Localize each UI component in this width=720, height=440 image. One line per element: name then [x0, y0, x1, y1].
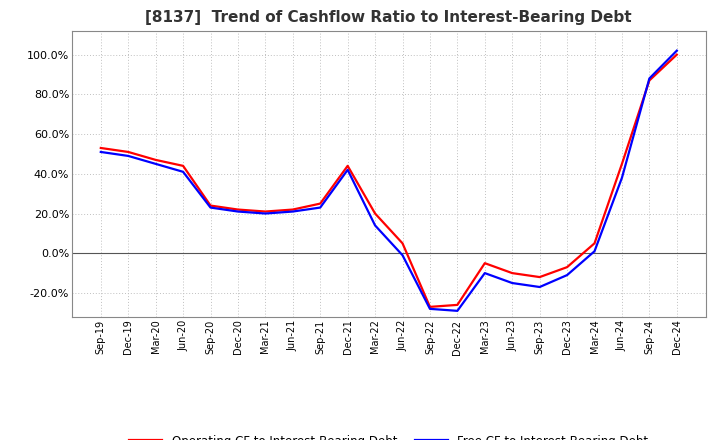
Free CF to Interest-Bearing Debt: [453, 308, 462, 313]
Free CF to Interest-Bearing Debt: [371, 223, 379, 228]
Free CF to Interest-Bearing Debt: [316, 205, 325, 210]
Operating CF to Interest-Bearing Debt: [508, 271, 516, 276]
Operating CF to Interest-Bearing Debt: [480, 260, 489, 266]
Operating CF to Interest-Bearing Debt: [206, 203, 215, 208]
Operating CF to Interest-Bearing Debt: [316, 201, 325, 206]
Operating CF to Interest-Bearing Debt: [179, 163, 187, 169]
Free CF to Interest-Bearing Debt: [590, 249, 599, 254]
Free CF to Interest-Bearing Debt: [563, 272, 572, 278]
Free CF to Interest-Bearing Debt: [398, 253, 407, 258]
Operating CF to Interest-Bearing Debt: [536, 275, 544, 280]
Free CF to Interest-Bearing Debt: [645, 76, 654, 81]
Operating CF to Interest-Bearing Debt: [398, 241, 407, 246]
Operating CF to Interest-Bearing Debt: [371, 211, 379, 216]
Free CF to Interest-Bearing Debt: [233, 209, 242, 214]
Operating CF to Interest-Bearing Debt: [96, 145, 105, 150]
Line: Operating CF to Interest-Bearing Debt: Operating CF to Interest-Bearing Debt: [101, 55, 677, 307]
Operating CF to Interest-Bearing Debt: [590, 241, 599, 246]
Free CF to Interest-Bearing Debt: [261, 211, 270, 216]
Free CF to Interest-Bearing Debt: [343, 167, 352, 172]
Line: Free CF to Interest-Bearing Debt: Free CF to Interest-Bearing Debt: [101, 51, 677, 311]
Legend: Operating CF to Interest-Bearing Debt, Free CF to Interest-Bearing Debt: Operating CF to Interest-Bearing Debt, F…: [125, 431, 652, 440]
Free CF to Interest-Bearing Debt: [151, 161, 160, 166]
Operating CF to Interest-Bearing Debt: [426, 304, 434, 309]
Free CF to Interest-Bearing Debt: [672, 48, 681, 53]
Operating CF to Interest-Bearing Debt: [261, 209, 270, 214]
Operating CF to Interest-Bearing Debt: [151, 157, 160, 162]
Operating CF to Interest-Bearing Debt: [645, 78, 654, 83]
Operating CF to Interest-Bearing Debt: [618, 161, 626, 166]
Operating CF to Interest-Bearing Debt: [343, 163, 352, 169]
Operating CF to Interest-Bearing Debt: [124, 149, 132, 154]
Operating CF to Interest-Bearing Debt: [233, 207, 242, 212]
Free CF to Interest-Bearing Debt: [508, 280, 516, 286]
Operating CF to Interest-Bearing Debt: [289, 207, 297, 212]
Title: [8137]  Trend of Cashflow Ratio to Interest-Bearing Debt: [8137] Trend of Cashflow Ratio to Intere…: [145, 11, 632, 26]
Free CF to Interest-Bearing Debt: [536, 284, 544, 290]
Free CF to Interest-Bearing Debt: [206, 205, 215, 210]
Free CF to Interest-Bearing Debt: [179, 169, 187, 174]
Free CF to Interest-Bearing Debt: [480, 271, 489, 276]
Free CF to Interest-Bearing Debt: [289, 209, 297, 214]
Free CF to Interest-Bearing Debt: [124, 153, 132, 158]
Operating CF to Interest-Bearing Debt: [563, 264, 572, 270]
Free CF to Interest-Bearing Debt: [96, 149, 105, 154]
Operating CF to Interest-Bearing Debt: [672, 52, 681, 57]
Free CF to Interest-Bearing Debt: [618, 175, 626, 180]
Free CF to Interest-Bearing Debt: [426, 306, 434, 312]
Operating CF to Interest-Bearing Debt: [453, 302, 462, 308]
